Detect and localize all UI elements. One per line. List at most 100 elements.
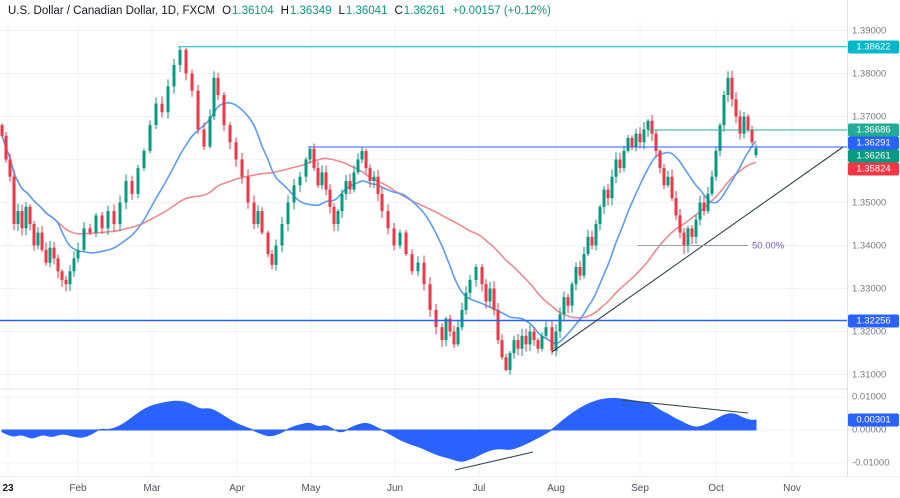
time-label-month: Feb xyxy=(69,483,87,494)
candle-body xyxy=(532,331,536,341)
candle-body xyxy=(500,340,504,358)
indicator-trend-line[interactable] xyxy=(454,451,534,471)
candle-body xyxy=(702,202,706,212)
ohlc-letter: L xyxy=(338,5,345,17)
candle-body xyxy=(292,185,296,203)
candle-body xyxy=(750,129,754,143)
candle-body xyxy=(228,125,232,143)
candle-body xyxy=(440,327,444,341)
candle-body xyxy=(492,288,496,310)
trend-line[interactable] xyxy=(551,146,844,353)
candle-body xyxy=(536,340,540,349)
candle-body xyxy=(392,228,396,246)
candle-body xyxy=(398,232,402,246)
candle-body xyxy=(626,138,630,151)
candle-body xyxy=(698,202,702,220)
ma-slow-line xyxy=(1,135,757,319)
ohlc-value: 1.36104 xyxy=(232,5,274,17)
candle-body xyxy=(352,172,356,190)
candle-body xyxy=(650,120,654,134)
candle-body xyxy=(130,181,134,194)
time-label-month: Jul xyxy=(472,483,486,494)
candle-body xyxy=(106,211,110,229)
candle-body xyxy=(212,77,216,117)
time-label-month: Aug xyxy=(547,483,565,494)
fib-50-label[interactable]: 50.00% xyxy=(752,240,785,251)
candle-body xyxy=(554,331,558,351)
candle-body xyxy=(40,232,44,250)
change-value: +0.00157 (+0.12%) xyxy=(452,5,551,17)
candle-body xyxy=(448,318,452,332)
candle-body xyxy=(48,247,52,263)
candle-body xyxy=(118,202,122,224)
candle-body xyxy=(332,206,336,224)
candle-body xyxy=(286,202,290,224)
candle-body xyxy=(56,258,60,272)
candle-body xyxy=(734,99,738,117)
candle-body xyxy=(480,267,484,285)
candle-body xyxy=(112,211,116,224)
candle-body xyxy=(508,353,512,371)
candle-body xyxy=(662,168,666,186)
candle-body xyxy=(468,279,472,293)
candle-body xyxy=(222,95,226,126)
candle-body xyxy=(376,176,380,194)
candle-body xyxy=(570,284,574,306)
candle-body xyxy=(8,159,12,177)
candle-body xyxy=(386,211,390,229)
candle-body xyxy=(622,150,626,169)
candle-body xyxy=(520,335,524,349)
time-label-month: Mar xyxy=(143,483,161,494)
candle-body xyxy=(602,189,606,207)
candle-body xyxy=(380,193,384,212)
symbol-title[interactable]: U.S. Dollar / Canadian Dollar, 1D, FXCM xyxy=(8,5,216,17)
candle-body xyxy=(28,206,32,224)
candle-body xyxy=(172,64,176,87)
candle-body xyxy=(328,189,332,207)
candle-body xyxy=(372,176,376,181)
candle-body xyxy=(32,224,36,246)
candle-body xyxy=(60,271,64,280)
candle-body xyxy=(274,245,278,265)
candle-body xyxy=(16,211,20,224)
candle-body xyxy=(670,176,674,199)
ohlc-letter: C xyxy=(394,5,403,17)
candlestick-series[interactable] xyxy=(0,46,758,375)
candle-body xyxy=(196,90,200,130)
indicator-trend-line[interactable] xyxy=(621,399,749,414)
candle-body xyxy=(558,314,562,332)
candle-body xyxy=(614,159,618,177)
candle-body xyxy=(190,73,194,91)
candle-body xyxy=(666,176,670,186)
candle-body xyxy=(312,148,316,169)
candle-body xyxy=(36,232,40,246)
candle-body xyxy=(630,138,634,147)
candle-body xyxy=(178,49,182,65)
candle-body xyxy=(154,103,158,126)
candle-body xyxy=(706,193,710,212)
candle-body xyxy=(718,125,722,151)
candle-body xyxy=(344,181,348,194)
candle-body xyxy=(694,219,698,237)
candle-body xyxy=(252,202,256,224)
candle-body xyxy=(160,103,164,113)
candle-body xyxy=(360,150,364,160)
candle-body xyxy=(512,340,516,353)
candle-body xyxy=(598,206,602,224)
candle-body xyxy=(690,228,694,237)
candle-body xyxy=(742,116,746,134)
candle-body xyxy=(234,142,238,160)
candle-body xyxy=(44,249,48,263)
ohlc-letter: H xyxy=(280,5,289,17)
candle-body xyxy=(456,327,460,345)
time-axis[interactable]: 23 Feb Mar Apr May Jun Jul Aug Sep Oct Nov xyxy=(0,477,900,498)
candle-body xyxy=(562,297,566,315)
ma-fast-line xyxy=(1,102,757,345)
candle-body xyxy=(754,148,758,156)
candle-body xyxy=(356,159,360,173)
candle-body xyxy=(496,310,500,341)
candle-body xyxy=(658,150,662,169)
time-label-month: Oct xyxy=(708,483,724,494)
candle-body xyxy=(12,176,16,224)
